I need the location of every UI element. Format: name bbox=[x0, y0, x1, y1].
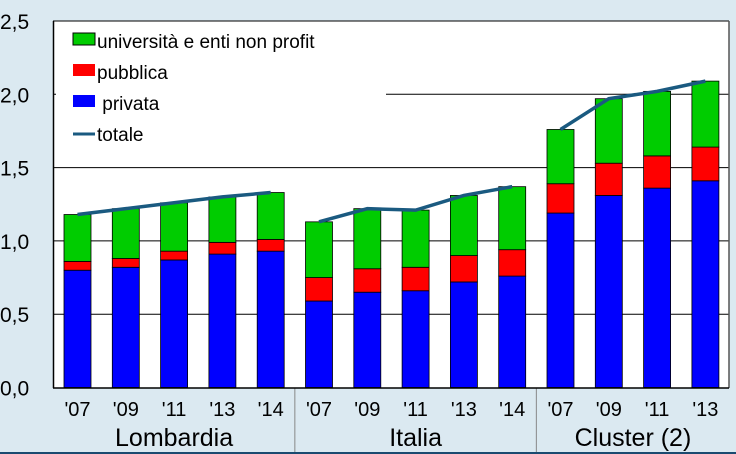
bar-privata bbox=[160, 259, 189, 388]
bar-universit bbox=[401, 209, 430, 268]
legend-background bbox=[56, 24, 386, 156]
bar-pubblica bbox=[449, 255, 478, 283]
y-tick-label: 0,5 bbox=[0, 304, 29, 327]
x-tick-label: '07 bbox=[64, 399, 90, 421]
bar-privata bbox=[449, 281, 478, 388]
legend-swatch-privata bbox=[73, 95, 95, 107]
x-tick-label: '13 bbox=[692, 399, 718, 421]
bar-universit bbox=[208, 196, 237, 243]
bar-universit bbox=[546, 129, 575, 185]
group-label: Cluster (2) bbox=[575, 424, 692, 452]
group-label: Lombardia bbox=[115, 424, 233, 452]
bar-pubblica bbox=[353, 268, 382, 293]
totale-line-0 bbox=[77, 190, 271, 217]
bar-universit bbox=[449, 195, 478, 256]
bar-privata bbox=[498, 275, 527, 388]
legend-label-universita: università e enti non profit bbox=[97, 32, 315, 53]
bar-universit bbox=[643, 90, 671, 157]
bar-universit bbox=[353, 208, 382, 270]
legend-label-totale: totale bbox=[97, 125, 143, 146]
bar-privata bbox=[643, 187, 671, 388]
bar-universit bbox=[111, 208, 140, 259]
x-tick-label: '13 bbox=[209, 399, 235, 421]
y-tick-label: 2,0 bbox=[0, 84, 29, 107]
bar-universit bbox=[160, 202, 189, 252]
x-tick-label: '11 bbox=[403, 399, 428, 421]
x-tick-label: '11 bbox=[162, 399, 187, 421]
bar-pubblica bbox=[160, 250, 189, 261]
bar-privata bbox=[594, 195, 623, 388]
legend-swatch-pubblica bbox=[73, 64, 95, 76]
x-tick-label: '09 bbox=[596, 399, 622, 421]
bar-pubblica bbox=[594, 162, 623, 196]
y-tick-label: 2,5 bbox=[0, 11, 29, 34]
bar-universit bbox=[594, 98, 623, 164]
x-tick-label: '07 bbox=[547, 399, 573, 421]
x-tick-label: '13 bbox=[451, 399, 477, 421]
bar-universit bbox=[256, 192, 285, 240]
x-tick-label: '14 bbox=[258, 399, 284, 421]
bar-privata bbox=[208, 253, 237, 388]
bar-pubblica bbox=[691, 146, 720, 182]
bar-pubblica bbox=[498, 249, 527, 277]
y-tick-label: 0,0 bbox=[0, 378, 29, 401]
bar-pubblica bbox=[305, 277, 333, 302]
bar-pubblica bbox=[111, 258, 140, 268]
bar-privata bbox=[691, 180, 720, 388]
x-tick-label: '07 bbox=[306, 399, 332, 421]
totale-line-1 bbox=[318, 184, 513, 224]
totale-line-2 bbox=[559, 79, 706, 131]
group-label: Italia bbox=[389, 424, 442, 452]
bar-privata bbox=[305, 300, 333, 388]
bar-privata bbox=[256, 250, 285, 388]
bar-pubblica bbox=[63, 261, 92, 271]
x-tick-label: '14 bbox=[499, 399, 525, 421]
bar-pubblica bbox=[643, 155, 671, 189]
bar-universit bbox=[305, 221, 333, 278]
bar-pubblica bbox=[546, 183, 575, 214]
x-tick-label: '11 bbox=[645, 399, 670, 421]
bar-pubblica bbox=[401, 266, 430, 292]
bar-universit bbox=[691, 80, 720, 148]
bar-universit bbox=[63, 214, 92, 262]
x-tick-label: '09 bbox=[354, 399, 380, 421]
bar-universit bbox=[498, 186, 527, 251]
bar-pubblica bbox=[256, 239, 285, 252]
legend: università e enti non profit pubblica pr… bbox=[72, 32, 315, 146]
bar-privata bbox=[63, 269, 92, 388]
legend-label-privata: privata bbox=[97, 94, 160, 115]
legend-label-pubblica: pubblica bbox=[97, 63, 168, 84]
bar-privata bbox=[111, 266, 140, 388]
y-tick-label: 1,5 bbox=[0, 158, 29, 181]
y-tick-label: 1,0 bbox=[0, 231, 29, 254]
bar-privata bbox=[401, 290, 430, 388]
bar-pubblica bbox=[208, 241, 237, 255]
legend-swatch-universita bbox=[72, 32, 96, 46]
x-tick-label: '09 bbox=[113, 399, 139, 421]
bar-privata bbox=[546, 212, 575, 388]
bar-privata bbox=[353, 291, 382, 388]
